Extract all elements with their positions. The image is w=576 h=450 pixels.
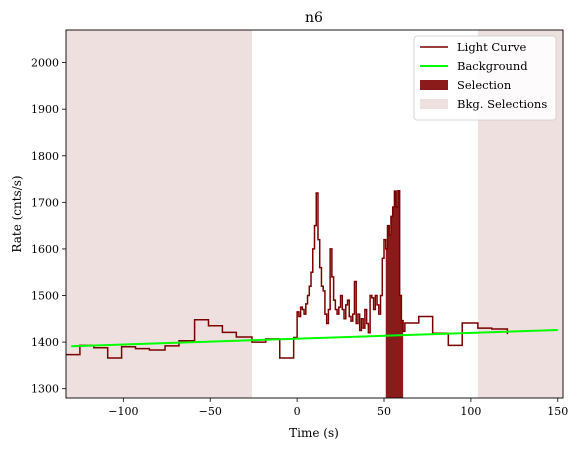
y-axis-label: Rate (cnts/s) [10,175,24,252]
y-tick-label: 1800 [31,150,59,163]
x-tick-label: 50 [377,405,391,418]
background-fit-line [71,328,558,348]
legend: Light Curve Background Selection Bkg. Selec… [413,35,557,121]
x-axis-label: Time (s) [289,426,339,440]
y-tick-label: 1300 [31,383,59,396]
y-tick-label: 1400 [31,336,59,349]
x-tick-label: 150 [547,405,568,418]
x-tick-label: 100 [460,405,481,418]
y-tick-label: 2000 [31,57,59,70]
legend-box [413,35,557,121]
y-tick-label: 1500 [31,290,59,303]
legend-label-1: Background [457,59,528,73]
y-tick-label: 1700 [31,196,59,209]
legend-swatch-3 [420,99,448,109]
x-tick-label: −50 [199,405,222,418]
axis-ticks: −100 −50 0 50 100 150 1300 1400 1500 1600 1700 1800… [31,57,568,418]
selection-region [385,190,404,398]
axes-frame [65,29,564,399]
chart-title: n6 [305,10,323,26]
bkg-selection-region-0 [66,30,252,398]
y-tick-label: 1900 [31,103,59,116]
x-tick-label: −100 [108,405,138,418]
x-tick-label: 0 [294,405,301,418]
legend-swatch-2 [420,80,448,90]
legend-label-0: Light Curve [457,40,527,54]
legend-label-2: Selection [457,78,512,92]
legend-label-3: Bkg. Selections [457,97,547,111]
y-tick-label: 1600 [31,243,59,256]
